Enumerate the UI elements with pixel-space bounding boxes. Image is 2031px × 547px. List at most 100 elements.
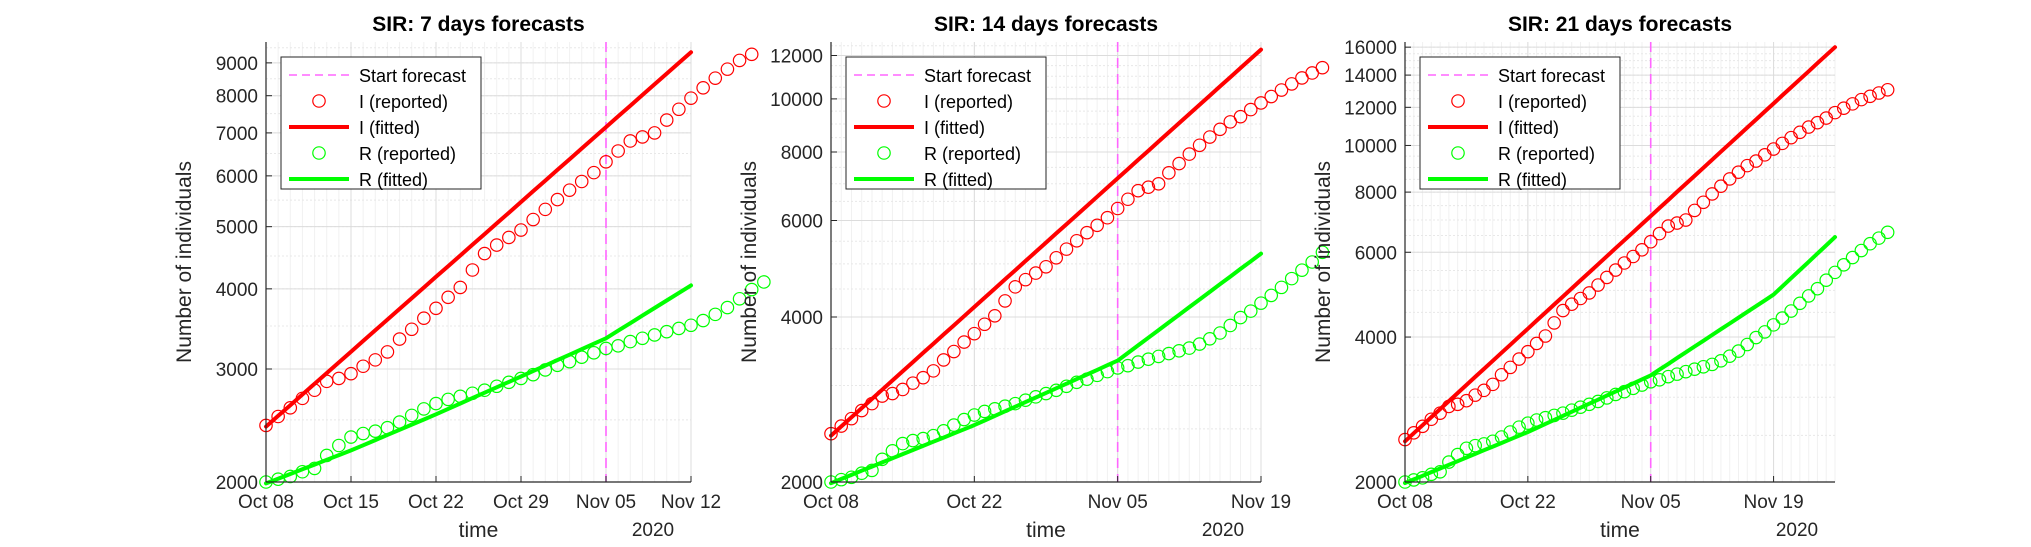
y-tick-label: 5000 [216,218,258,239]
data-point [611,144,625,158]
data-point [1049,250,1064,265]
data-point [684,91,698,105]
data-point [1626,249,1640,264]
data-point [1192,138,1207,153]
data-point [1872,86,1886,100]
legend-entry-label: R (reported) [1498,144,1595,164]
chart-panel-21-days: Oct 08 Oct 22 Nov 05 Nov 19 2000 4000 6000 8000… [1312,13,1895,542]
data-point [1223,318,1238,333]
data-point [635,130,650,144]
data-point [1801,289,1816,303]
data-point [1254,96,1268,110]
data-point [732,291,747,306]
data-point [1810,115,1825,130]
x-tick-label: Nov 19 [1743,492,1803,513]
data-point [967,408,982,422]
data-point [1793,296,1807,311]
y-tick-label: 8000 [1355,183,1397,204]
data-point [1696,359,1711,374]
data-point [1845,250,1860,265]
data-point [1151,349,1166,364]
data-point [526,212,540,227]
data-point [1059,242,1074,256]
data-point [1687,203,1702,218]
data-point [1521,416,1535,430]
data-point [1018,272,1033,287]
legend-entry-label: R (fitted) [924,170,993,190]
data-point [1254,296,1268,310]
data-point [1512,420,1526,434]
data-point [1863,236,1877,251]
data-point [1661,219,1676,233]
chart-title: SIR: 21 days forecasts [1508,13,1732,36]
data-point [1661,369,1676,384]
data-point [404,408,419,423]
data-point [1687,362,1702,377]
data-point [489,238,504,252]
y-axis-label: Number of individuals [173,161,196,363]
data-point [1679,213,1693,227]
legend-box [280,56,482,190]
data-point [611,339,625,353]
data-point [404,322,419,337]
data-point [1233,109,1248,124]
chart-title: SIR: 14 days forecasts [934,13,1158,36]
y-tick-label: 6000 [1355,243,1397,264]
legend: Start forecast I (reported) I (fitted) R (r… [280,56,482,190]
data-point [1494,367,1509,382]
data-point [1039,259,1053,274]
data-point [854,403,869,418]
x-tick-label: Nov 19 [1231,492,1291,513]
legend-entry-label: I (reported) [359,92,448,112]
series-r-fitted-line [1403,235,1837,485]
chart-title: SIR: 7 days forecasts [372,13,584,36]
x-tick-label: Nov 05 [1621,492,1681,513]
legend-swatch [1451,146,1465,160]
data-point [1264,288,1279,303]
data-point [926,364,941,378]
data-point [1652,226,1667,241]
data-point [1880,82,1895,97]
data-point [417,311,431,326]
data-point [1836,101,1851,115]
data-point [1828,105,1842,120]
data-point [1556,303,1570,318]
y-tick-label: 16000 [1344,38,1397,59]
data-point [1731,165,1746,179]
data-point [1600,270,1614,285]
data-point [1264,89,1279,104]
legend-swatch [877,94,891,108]
data-point [1162,346,1176,361]
data-point [757,275,771,289]
data-point [502,375,516,390]
x-tick-label: Oct 08 [803,492,859,513]
x-tick-label: Oct 22 [408,492,464,513]
data-point [1069,233,1084,248]
legend-entry-label: Start forecast [359,66,466,86]
data-point [1775,311,1790,325]
data-point [380,345,395,359]
data-point [1722,172,1737,186]
data-point [895,382,910,397]
data-point [1406,426,1421,440]
data-point [1274,83,1289,97]
series-r-fitted-line [829,251,1263,486]
data-point [1008,280,1023,294]
data-point [1141,180,1156,195]
data-point [1274,280,1289,295]
data-point [1731,344,1746,358]
data-point [1591,278,1605,292]
legend-entry-label: I (fitted) [1498,118,1559,138]
legend-entry-label: Start forecast [1498,66,1605,86]
data-point [1182,147,1197,161]
data-point [1880,225,1895,240]
x-tick-label: Nov 05 [576,492,636,513]
series-r-reported [1398,225,1895,489]
data-point [1714,179,1728,193]
data-point [1529,336,1544,351]
data-point [514,223,528,237]
data-point [587,345,601,360]
y-tick-label: 4000 [781,308,823,329]
data-point [477,246,492,261]
data-point [368,424,383,438]
